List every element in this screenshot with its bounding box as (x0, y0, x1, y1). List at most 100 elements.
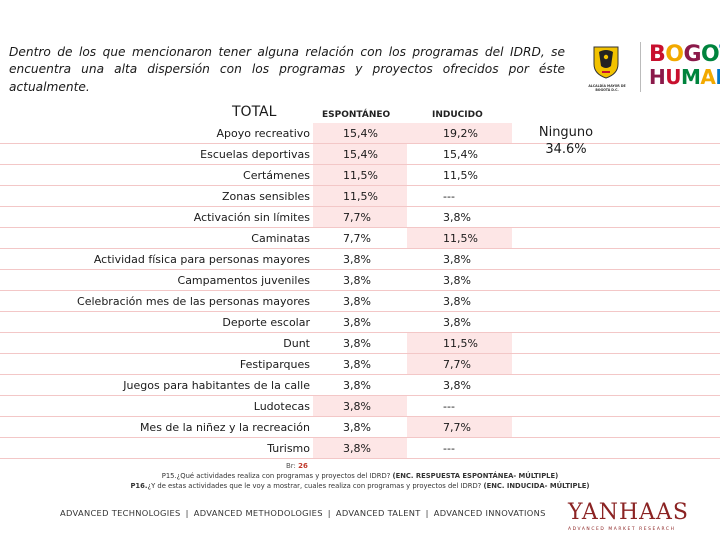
question-notes: P15.¿Qué actividades realiza con program… (0, 472, 720, 492)
row-label: Certámenes (243, 169, 310, 182)
intro-text: Dentro de los que mencionaron tener algu… (9, 45, 565, 94)
row-divider (0, 206, 720, 207)
row-divider (0, 311, 720, 312)
cell-espontaneo: 7,7% (343, 232, 371, 245)
row-label: Actividad física para personas mayores (93, 253, 310, 266)
note-p16: P16.¿Y de estas actividades que le voy a… (0, 482, 720, 492)
humana-letter: A (700, 65, 716, 89)
yanhaas-logo: YANHAAS ADVANCED MARKET RESEARCH (568, 500, 698, 536)
row-divider (0, 437, 720, 438)
table-row: Juegos para habitantes de la calle 3,8% 3,… (0, 375, 720, 396)
logos: ALCALDÍA MAYOR DE BOGOTÁ D.C. BOGOTÁ HUM… (585, 40, 720, 100)
row-label: Escuelas deportivas (200, 148, 310, 161)
row-divider (0, 290, 720, 291)
row-divider (0, 458, 720, 459)
row-label: Campamentos juveniles (177, 274, 310, 287)
footer-item: ADVANCED TECHNOLOGIES (60, 508, 181, 518)
humana-letter: H (649, 65, 666, 89)
footer-tagline: ADVANCED TECHNOLOGIES | ADVANCED METHODOLO… (60, 508, 546, 518)
cell-inducido: 3,8% (443, 253, 471, 266)
bogota-letter: O (701, 42, 720, 67)
row-label: Juegos para habitantes de la calle (123, 379, 310, 392)
footer-item: ADVANCED METHODOLOGIES (193, 508, 323, 518)
cell-espontaneo: 3,8% (313, 396, 407, 417)
cell-inducido: --- (443, 442, 455, 455)
footer-separator: | (185, 508, 189, 518)
table-row: Deporte escolar 3,8% 3,8% (0, 312, 720, 333)
table-row: Festiparques 3,8% 7,7% (0, 354, 720, 375)
note-p16-tag: (ENC. INDUCIDA- MÚLTIPLE) (483, 481, 590, 490)
cell-espontaneo: 3,8% (313, 438, 407, 459)
yanhaas-wordmark: YANHAAS (568, 500, 689, 525)
row-label: Apoyo recreativo (216, 127, 310, 140)
base-label: Br: (286, 462, 296, 470)
note-p15-code: P15. (161, 472, 177, 480)
row-label: Ludotecas (253, 400, 310, 413)
table-row: Dunt 3,8% 11,5% (0, 333, 720, 354)
cell-espontaneo: 15,4% (313, 123, 407, 144)
table-row: Ludotecas 3,8% --- (0, 396, 720, 417)
table-row: Caminatas 7,7% 11,5% (0, 228, 720, 249)
cell-inducido: 3,8% (443, 316, 471, 329)
cell-inducido: 3,8% (443, 211, 471, 224)
table-row: Campamentos juveniles 3,8% 3,8% (0, 270, 720, 291)
cell-inducido: 7,7% (407, 354, 512, 375)
table-row: Actividad física para personas mayores 3,… (0, 249, 720, 270)
row-divider (0, 248, 720, 249)
yanhaas-tagline: ADVANCED MARKET RESEARCH (568, 527, 676, 532)
cell-espontaneo: 3,8% (343, 379, 371, 392)
cell-espontaneo: 11,5% (313, 165, 407, 186)
cell-espontaneo: 7,7% (313, 207, 407, 228)
row-label: Festiparques (239, 358, 310, 371)
cell-espontaneo: 3,8% (343, 421, 371, 434)
row-divider (0, 332, 720, 333)
note-p15-tag: (ENC. RESPUESTA ESPONTÁNEA- MÚLTIPLE) (392, 472, 559, 480)
table-row: Escuelas deportivas 15,4% 15,4% (0, 144, 720, 165)
cell-inducido: 11,5% (407, 333, 512, 354)
bogota-letter: G (683, 42, 702, 67)
cell-inducido: 3,8% (443, 274, 471, 287)
column-header-inducido: INDUCIDO (432, 110, 483, 120)
table-row: Mes de la niñez y la recreación 3,8% 7,7% (0, 417, 720, 438)
cell-inducido: --- (443, 190, 455, 203)
row-divider (0, 374, 720, 375)
row-divider (0, 227, 720, 228)
table-row: Celebración mes de las personas mayores 3… (0, 291, 720, 312)
cell-inducido: 15,4% (443, 148, 478, 161)
ninguno-callout: Ninguno 34.6% (532, 125, 600, 159)
note-p16-code: P16. (130, 481, 148, 490)
row-divider (0, 164, 720, 165)
row-divider (0, 143, 720, 144)
cell-inducido: 3,8% (443, 295, 471, 308)
cell-inducido: 3,8% (443, 379, 471, 392)
alcaldia-text: ALCALDÍA MAYOR DE BOGOTÁ D.C. (588, 84, 626, 93)
footer-item: ADVANCED TALENT (335, 508, 421, 518)
row-divider (0, 269, 720, 270)
bogota-crest-icon (593, 46, 619, 79)
bogota-wordmark: BOGOTÁ (649, 44, 720, 66)
row-divider (0, 185, 720, 186)
base-count: Br: 26 (286, 462, 308, 470)
note-p15: P15.¿Qué actividades realiza con program… (0, 472, 720, 482)
row-label: Mes de la niñez y la recreación (139, 421, 310, 434)
row-label: Caminatas (251, 232, 310, 245)
table-title: TOTAL (232, 104, 277, 120)
column-header-espontaneo: ESPONTÁNEO (322, 110, 391, 120)
cell-espontaneo: 11,5% (313, 186, 407, 207)
row-divider (0, 416, 720, 417)
logo-divider (640, 42, 641, 92)
note-p16-text: ¿Y de estas actividades que le voy a mos… (147, 481, 482, 490)
footer-separator: | (327, 508, 331, 518)
cell-espontaneo: 3,8% (343, 295, 371, 308)
cell-inducido: 7,7% (407, 417, 512, 438)
footer-separator: | (425, 508, 429, 518)
row-divider (0, 353, 720, 354)
cell-espontaneo: 3,8% (343, 316, 371, 329)
cell-espontaneo: 3,8% (343, 274, 371, 287)
cell-espontaneo: 3,8% (343, 253, 371, 266)
bogota-letter: O (665, 42, 684, 67)
row-label: Activación sin límites (193, 211, 310, 224)
cell-inducido: 11,5% (407, 228, 512, 249)
humana-letter: N (715, 65, 720, 89)
bogota-letter: B (649, 42, 666, 67)
